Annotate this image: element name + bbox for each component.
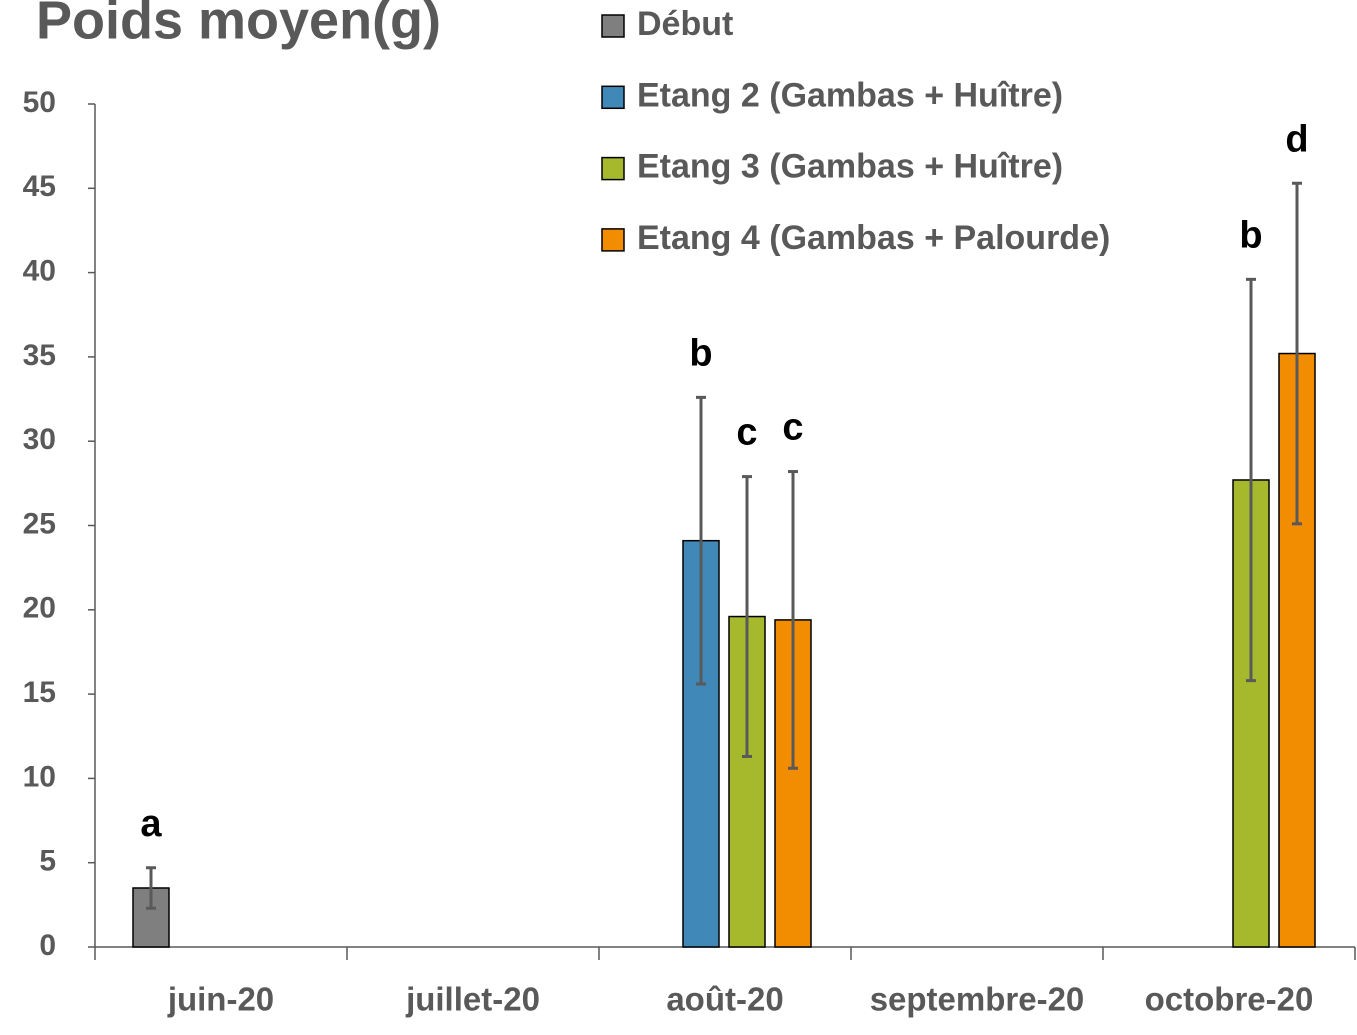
- significance-letter: b: [689, 332, 712, 374]
- significance-letter: c: [736, 412, 757, 454]
- legend-swatch: [601, 85, 625, 110]
- significance-letter: a: [140, 803, 162, 845]
- x-tick-label: juin-20: [167, 981, 274, 1018]
- y-tick-label: 45: [23, 170, 56, 203]
- legend-swatch: [601, 156, 625, 181]
- error-bar: [788, 470, 798, 770]
- legend-label: Etang 4 (Gambas + Palourde): [637, 219, 1110, 257]
- y-tick-label: 35: [23, 339, 56, 372]
- error-bar: [1292, 181, 1302, 526]
- y-tick-label: 40: [23, 255, 56, 288]
- y-tick-label: 30: [23, 423, 56, 456]
- significance-letter: b: [1239, 214, 1262, 256]
- legend-label: Début: [637, 5, 733, 43]
- y-tick-label: 15: [23, 676, 56, 709]
- y-tick-label: 25: [23, 507, 56, 540]
- x-tick-label: septembre-20: [870, 981, 1085, 1018]
- legend-label: Etang 3 (Gambas + Huître): [637, 148, 1063, 186]
- legend-label: Etang 2 (Gambas + Huître): [637, 76, 1063, 114]
- x-tick-label: juillet-20: [405, 981, 540, 1018]
- error-bar: [742, 475, 752, 758]
- legend-swatch: [601, 14, 625, 38]
- x-tick-label: octobre-20: [1145, 981, 1314, 1018]
- error-bar: [146, 866, 156, 910]
- significance-letter: c: [782, 407, 803, 449]
- legend-swatch: [601, 228, 625, 252]
- y-tick-label: 5: [39, 845, 56, 878]
- chart-title: Poids moyen(g): [36, 0, 441, 50]
- significance-letter: d: [1285, 118, 1308, 160]
- y-tick-label: 10: [23, 760, 56, 793]
- y-tick-label: 50: [23, 86, 56, 119]
- y-tick-label: 0: [39, 929, 56, 962]
- x-tick-label: août-20: [666, 981, 783, 1018]
- y-tick-label: 20: [23, 592, 56, 625]
- error-bar: [1246, 277, 1256, 683]
- error-bar: [696, 395, 706, 686]
